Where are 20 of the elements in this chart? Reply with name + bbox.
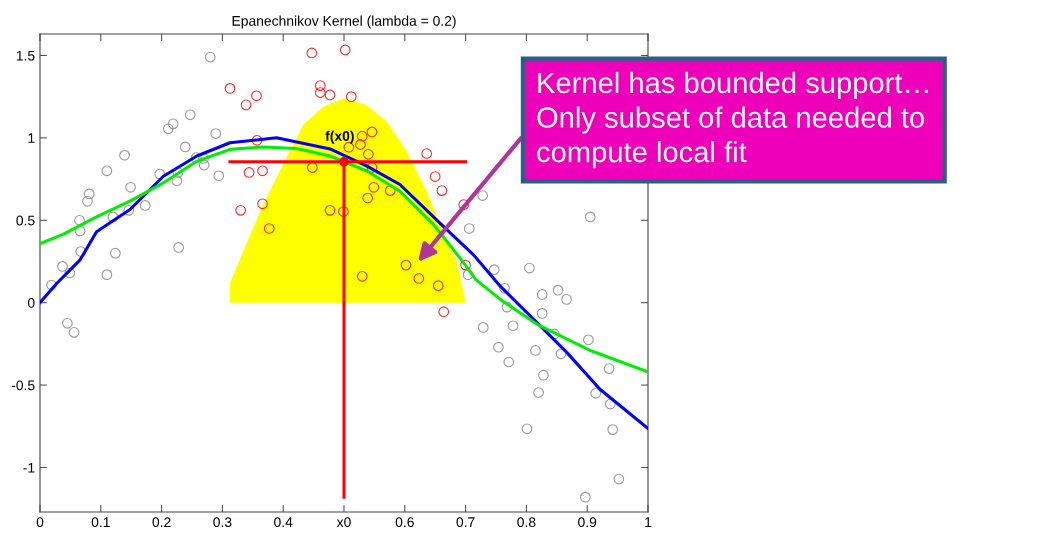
x-tick-label: 0.7: [456, 517, 475, 528]
y-tick-label: 0: [27, 298, 35, 308]
x-tick-label: 0: [36, 517, 44, 528]
annotation: f(x0): [325, 130, 354, 144]
annotation: Kernel has bounded support… Only subset of data needed to compute local fit: [537, 71, 928, 169]
x-tick-label: 0.1: [91, 517, 110, 528]
x-tick-label: 0.2: [152, 517, 171, 528]
x-tick-label: 0.3: [213, 517, 232, 528]
y-tick-label: 1.5: [16, 50, 35, 61]
x-tick-label: x0: [336, 517, 351, 528]
x-tick-label: 1: [645, 517, 652, 527]
y-tick-label: 0.5: [16, 215, 35, 226]
x-tick-label: 0.6: [395, 517, 414, 528]
y-tick-label: -0.5: [11, 380, 35, 391]
y-tick-label: -1: [23, 462, 35, 473]
y-tick-label: 1: [28, 133, 35, 143]
x-tick-label: 0.4: [274, 517, 293, 528]
x-tick-label: 0.8: [517, 517, 536, 528]
chart-title: Epanechnikov Kernel (lambda = 0.2): [232, 15, 456, 29]
x-tick-label: 0.9: [578, 517, 597, 528]
